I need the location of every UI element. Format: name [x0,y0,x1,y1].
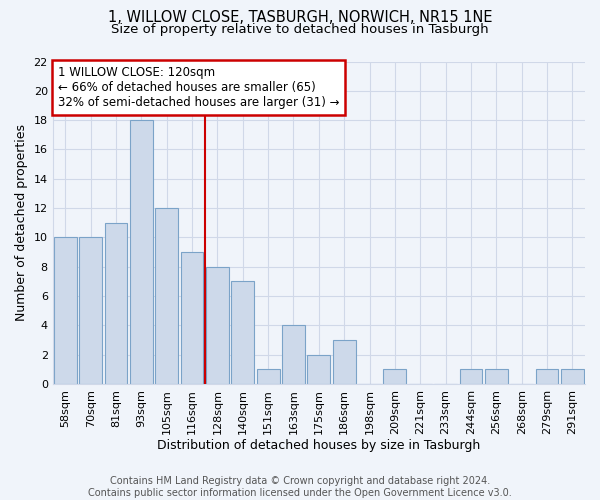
X-axis label: Distribution of detached houses by size in Tasburgh: Distribution of detached houses by size … [157,440,481,452]
Bar [181,252,203,384]
Bar [485,370,508,384]
Bar [307,354,330,384]
Bar [561,370,584,384]
Text: Size of property relative to detached houses in Tasburgh: Size of property relative to detached ho… [111,22,489,36]
Bar [282,326,305,384]
Bar [257,370,280,384]
Bar [54,238,77,384]
Bar [155,208,178,384]
Text: 1 WILLOW CLOSE: 120sqm
← 66% of detached houses are smaller (65)
32% of semi-det: 1 WILLOW CLOSE: 120sqm ← 66% of detached… [58,66,340,110]
Bar [206,266,229,384]
Y-axis label: Number of detached properties: Number of detached properties [15,124,28,321]
Bar [79,238,102,384]
Bar [130,120,153,384]
Text: 1, WILLOW CLOSE, TASBURGH, NORWICH, NR15 1NE: 1, WILLOW CLOSE, TASBURGH, NORWICH, NR15… [108,10,492,25]
Bar [232,282,254,384]
Bar [460,370,482,384]
Bar [383,370,406,384]
Text: Contains HM Land Registry data © Crown copyright and database right 2024.
Contai: Contains HM Land Registry data © Crown c… [88,476,512,498]
Bar [536,370,559,384]
Bar [104,222,127,384]
Bar [333,340,356,384]
